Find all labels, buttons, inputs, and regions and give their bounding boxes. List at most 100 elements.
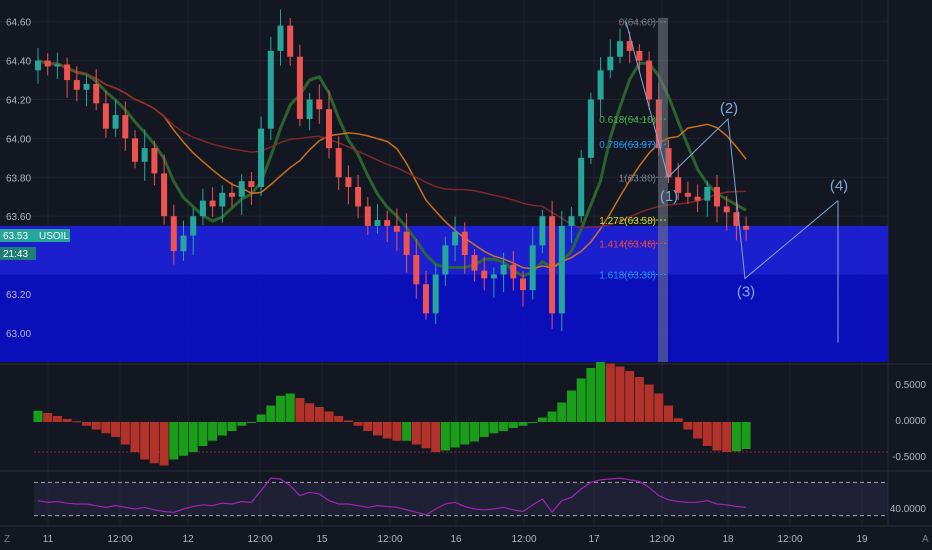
wave-label: (1) [660,188,678,205]
price-tick-label: 63.00 [6,329,31,340]
fib-level-label: 0.786(63.97) [599,140,656,151]
candle-body [83,83,90,90]
candle-body [568,216,575,226]
candle-body [306,99,313,119]
candle-body [539,216,546,246]
candle-body [733,212,740,226]
price-tick-label: 63.20 [6,290,31,301]
candle-body [345,177,352,187]
candle-body [277,25,284,51]
candle-body [151,148,158,174]
macd-bar [402,422,412,441]
macd-bar [363,422,373,431]
candle-body [529,245,536,291]
macd-bar [382,422,392,439]
macd-bar [528,422,538,423]
candle-body [714,187,720,207]
fib-level-label: 0(64.60) [619,18,656,29]
macd-bar [450,422,460,448]
rsi-line [37,477,747,516]
candle-body [141,148,148,162]
macd-tick-label: 0.0000 [895,416,926,427]
macd-bar [431,422,441,452]
candle-body [510,264,517,279]
macd-bar [82,422,91,426]
candle-body [180,235,187,252]
fib-level-label: 1.414(63.46) [599,239,656,250]
macd-bar [217,422,227,436]
candle-body [413,255,420,285]
macd-bar [499,422,509,431]
candle-body [578,157,585,217]
candle-body [626,41,633,51]
wave-label: (4) [830,178,848,195]
candle-body [558,225,565,314]
candle-body [471,255,478,271]
candle-body [384,220,391,226]
macd-bar [188,422,198,452]
candle-body [549,216,556,314]
candle-body [296,56,303,119]
time-tick-label: 12:00 [777,534,802,545]
candle-body [461,231,468,256]
candle-body [44,60,51,67]
macd-histogram [33,362,888,466]
macd-bar [295,398,305,422]
candle-body [93,83,100,104]
candle-body [258,128,265,187]
candle-body [190,216,197,236]
candle-body [229,192,235,197]
price-tick-label: 64.60 [6,18,31,29]
macd-bar [373,422,382,436]
elliott-wave: (1) (2) (3) (4) [625,21,848,343]
macd-bar [149,422,159,464]
candle-body [122,115,129,139]
candle-body [423,284,429,314]
countdown-badge [0,247,36,260]
rsi-panel [34,477,888,517]
macd-tick-label: -0.5000 [892,452,926,463]
candle-body [132,138,138,162]
fibonacci-extension: 0(64.60) 0.618(64.10) 0.786(63.97) 1(63.80)… [599,18,668,362]
wave-path [625,21,839,280]
macd-bar [111,422,121,437]
macd-bar [576,378,586,422]
fib-level-label: 1.618(63.30) [599,271,656,282]
fib-vertical-bar [658,17,668,362]
zoom-button[interactable]: Z [4,534,10,545]
candle-body [355,187,362,207]
candle-body [248,181,255,187]
candle-body [326,109,332,149]
macd-bar [179,422,188,456]
macd-bar [101,422,111,434]
macd-bar [353,422,363,426]
macd-bar [693,422,703,439]
wave-label: (2) [720,100,738,117]
candle-body [238,181,245,197]
macd-bar [683,422,693,430]
fib-level-label: 0.618(64.10) [599,115,656,126]
macd-bar [159,422,169,466]
auto-scale-button[interactable]: A [922,534,929,545]
axes[interactable]: 64.60 64.40 64.20 64.00 63.80 63.60 63.20 63.00… [6,18,926,545]
macd-bar [276,395,285,422]
last-price-badge [0,229,36,242]
candle-body [403,231,410,256]
macd-bar [227,422,237,431]
macd-bar [722,422,732,452]
time-tick-label: 16 [450,534,462,545]
candle-body [694,196,701,201]
macd-bar [625,371,635,422]
candle-body [35,60,41,71]
macd-bar [334,416,344,422]
macd-bar [489,422,499,434]
macd-bar [208,422,218,441]
macd-bar [169,422,179,460]
rsi-band [34,482,888,516]
candle-body [209,200,216,207]
macd-bar [130,422,140,452]
candle-body [723,206,730,213]
macd-bar [731,422,741,452]
candle-body [617,41,623,57]
macd-bar [52,416,62,422]
